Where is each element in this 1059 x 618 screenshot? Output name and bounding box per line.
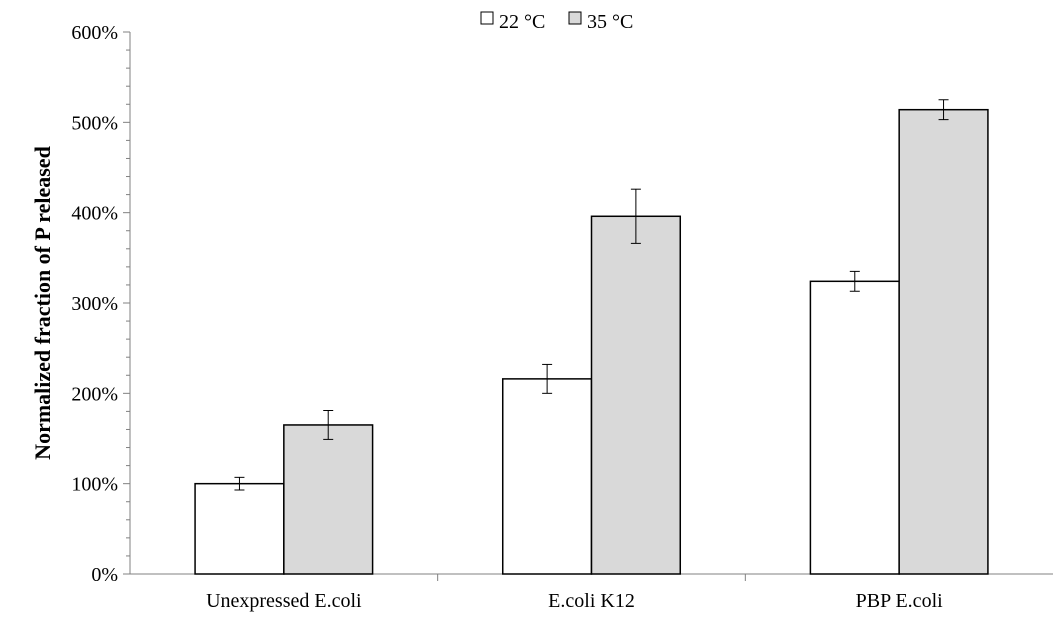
y-tick-label: 400% <box>71 203 118 225</box>
x-axis: Unexpressed E.coli E.coli K12 PBP E.coli <box>130 573 1053 612</box>
x-category-label: E.coli K12 <box>548 590 635 612</box>
bar <box>809 280 900 575</box>
y-tick-label: 0% <box>91 564 118 586</box>
bar <box>194 482 285 575</box>
y-tick-label: 100% <box>71 474 118 496</box>
legend-swatch <box>480 11 494 25</box>
bar <box>898 108 989 575</box>
bars <box>194 99 989 575</box>
y-tick-label: 600% <box>71 22 118 44</box>
legend-swatch <box>568 11 582 25</box>
legend: 22 °C 35 °C <box>480 11 633 33</box>
y-tick-label: 500% <box>71 112 118 134</box>
x-category-label: Unexpressed E.coli <box>206 590 362 612</box>
bar <box>283 424 374 575</box>
x-category-label: PBP E.coli <box>856 590 943 612</box>
legend-label: 22 °C <box>499 11 545 33</box>
bar <box>590 215 682 575</box>
y-axis-label: Normalized fraction of P released <box>30 146 55 460</box>
legend-label: 35 °C <box>587 11 633 33</box>
y-tick-label: 300% <box>71 293 118 315</box>
y-tick-label: 200% <box>71 383 118 405</box>
bar <box>501 378 593 575</box>
y-axis: 0% 100% 200% 300% 400% 500% 600% <box>71 22 131 586</box>
